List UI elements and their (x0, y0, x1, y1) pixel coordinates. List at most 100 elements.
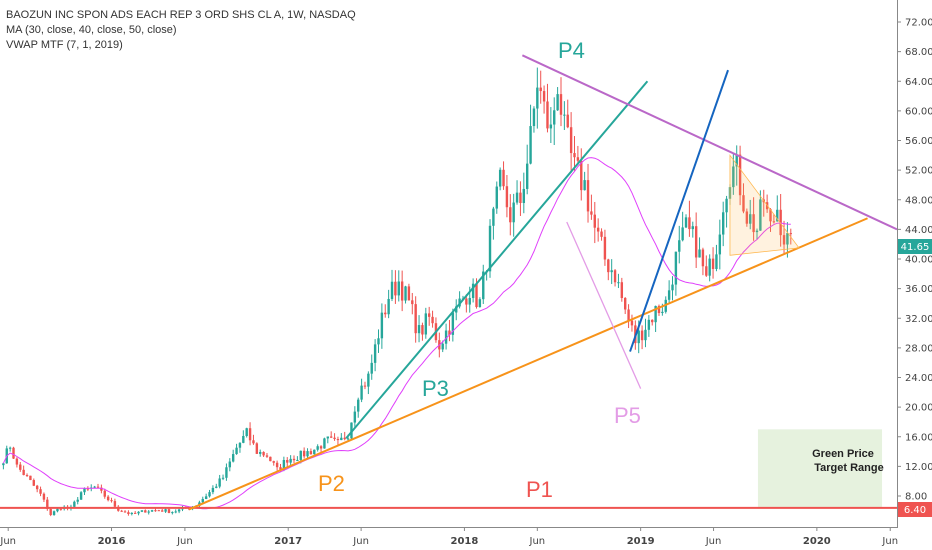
candle-body (103, 490, 106, 497)
candle-body (265, 455, 269, 457)
candle-body (735, 154, 738, 167)
candle-body (35, 485, 39, 490)
candle-body (529, 126, 532, 164)
candle-body (397, 281, 400, 296)
axes-layer (0, 0, 898, 528)
candle-body (221, 477, 225, 479)
candle-body (353, 411, 357, 423)
candle-body (177, 509, 181, 512)
candle-body (86, 488, 90, 490)
candle-body (590, 211, 593, 215)
candle-body (559, 94, 563, 115)
candle-body (93, 486, 96, 488)
candle-body (242, 435, 245, 443)
candle-body (681, 227, 684, 241)
candle-body (400, 281, 404, 301)
y-tick-label: 44.00 (905, 225, 932, 236)
candle-body (407, 286, 411, 301)
candle-body (698, 249, 701, 258)
candle-body (427, 313, 431, 317)
candle-body (752, 214, 755, 233)
candle-body (73, 501, 76, 507)
candle-body (96, 486, 100, 488)
y-axis-ticks: 8.00 12.00 16.00 20.00 24.00 28.00 32.00 36.00 4… (897, 18, 932, 503)
candle-body (661, 311, 664, 314)
candle-body (59, 508, 63, 510)
candle-body (603, 236, 607, 260)
candle-body (52, 511, 56, 515)
candle-body (759, 199, 762, 231)
candle-body (387, 298, 390, 315)
vwap-indicator-label[interactable]: VWAP MTF (7, 1, 2019) (6, 39, 123, 51)
candle-body (651, 319, 654, 323)
ma-indicator-label[interactable]: MA (30, close, 40, close, 50, close) (6, 24, 177, 36)
candle-body (394, 281, 397, 296)
candle-body (56, 508, 59, 512)
candle-body (637, 330, 640, 344)
candle-body (164, 509, 167, 512)
candle-body (745, 211, 749, 224)
x-tick-label: 2018 (451, 536, 479, 547)
candle-body (306, 451, 309, 457)
candle-body (333, 437, 336, 440)
candle-body (583, 180, 586, 191)
candle-body (248, 428, 252, 441)
candle-body (654, 305, 657, 323)
target-range-title-1: Green Price (812, 448, 874, 460)
candle-body (722, 212, 725, 235)
last-price-badge (898, 239, 932, 254)
candle-body (482, 271, 485, 300)
candle-body (373, 344, 377, 363)
y-tick-label: 28.00 (905, 343, 932, 354)
candle-body (262, 451, 265, 456)
candle-body (171, 512, 174, 514)
candle-body (302, 450, 306, 457)
candle-body (106, 496, 110, 501)
candle-body (340, 437, 343, 441)
candle-body (255, 443, 259, 454)
candle-body (772, 221, 776, 223)
candle-body (299, 450, 302, 460)
candle-body (296, 459, 299, 461)
candle-body (769, 209, 772, 222)
candle-body (563, 114, 566, 116)
candle-body (417, 325, 421, 334)
label-p4: P4 (558, 38, 585, 63)
symbol-title: BAOZUN INC SPON ADS EACH REP 3 ORD SHS C… (6, 9, 356, 21)
candle-body (282, 460, 286, 470)
candle-body (275, 462, 279, 468)
candle-body (8, 447, 12, 449)
candle-body (414, 304, 417, 334)
candle-body (76, 499, 79, 502)
candle-body (546, 101, 549, 129)
candle-body (718, 234, 722, 255)
candle-body (492, 208, 495, 226)
candle-body (738, 154, 742, 196)
candle-body (100, 487, 103, 491)
x-tick-label: 2019 (627, 536, 655, 547)
candle-body (235, 447, 238, 455)
last-price-text: 41.65 (901, 242, 930, 253)
candle-body (343, 437, 346, 440)
trendline-p3 (345, 80, 649, 439)
x-axis-ticks: Jun 2016 Jun 2017 Jun 2018 Jun 2019 Jun 2020 Jun (0, 527, 898, 547)
y-tick-label: 52.00 (905, 166, 932, 177)
candle-body (694, 226, 698, 258)
candle-body (539, 87, 542, 92)
candle-body (488, 225, 492, 272)
candle-body (46, 499, 49, 509)
candle-body (380, 312, 384, 339)
candle-body (478, 299, 482, 308)
trendline-p5 (566, 221, 642, 389)
candle-body (596, 227, 600, 232)
candle-body (640, 330, 644, 341)
y-tick-label: 16.00 (905, 432, 932, 443)
candle-body (225, 467, 228, 478)
candle-body (711, 258, 715, 269)
candle-body (532, 108, 536, 127)
candle-body (465, 298, 468, 305)
candle-body (22, 469, 25, 476)
legend: BAOZUN INC SPON ADS EACH REP 3 ORD SHS C… (6, 8, 356, 53)
candle-body (360, 385, 363, 400)
